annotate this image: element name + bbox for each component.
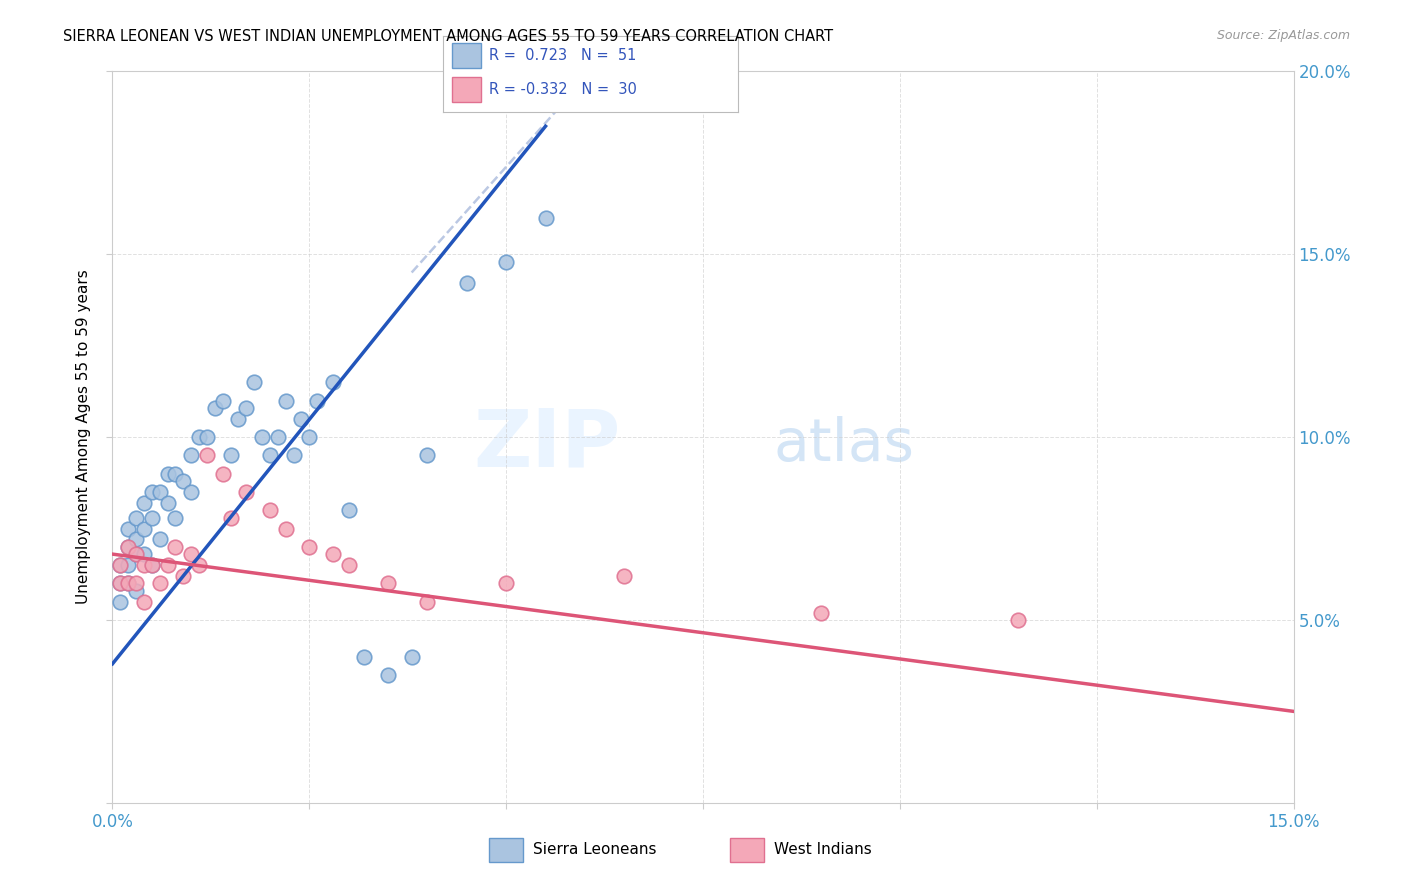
- Point: [125, 547, 148, 561]
- Point: [259, 448, 281, 462]
- Point: [290, 412, 312, 426]
- Point: [307, 393, 329, 408]
- Point: [401, 649, 423, 664]
- Text: atlas: atlas: [773, 416, 915, 473]
- Point: [125, 510, 148, 524]
- Point: [211, 467, 233, 481]
- Point: [219, 448, 242, 462]
- Bar: [451, 44, 481, 69]
- Text: Source: ZipAtlas.com: Source: ZipAtlas.com: [1216, 29, 1350, 42]
- Point: [141, 510, 163, 524]
- Point: [110, 576, 132, 591]
- Bar: [489, 838, 523, 862]
- Point: [810, 606, 832, 620]
- Point: [416, 594, 439, 608]
- Text: ZIP: ZIP: [472, 405, 620, 483]
- Point: [125, 583, 148, 598]
- Bar: [451, 78, 481, 103]
- Point: [180, 547, 202, 561]
- Point: [132, 496, 155, 510]
- Point: [377, 667, 399, 681]
- Point: [165, 540, 187, 554]
- Point: [298, 540, 321, 554]
- Point: [337, 558, 360, 573]
- Point: [141, 558, 163, 573]
- Point: [204, 401, 226, 415]
- Point: [377, 576, 399, 591]
- Point: [195, 448, 218, 462]
- Point: [132, 547, 155, 561]
- Point: [298, 430, 321, 444]
- Point: [149, 576, 172, 591]
- Point: [283, 448, 305, 462]
- Point: [495, 254, 517, 268]
- Point: [110, 558, 132, 573]
- Point: [235, 401, 257, 415]
- Point: [495, 576, 517, 591]
- Point: [125, 576, 148, 591]
- Point: [353, 649, 375, 664]
- Point: [250, 430, 273, 444]
- Text: R =  0.723   N =  51: R = 0.723 N = 51: [489, 48, 636, 63]
- Point: [337, 503, 360, 517]
- Point: [456, 277, 478, 291]
- Point: [211, 393, 233, 408]
- Text: Sierra Leoneans: Sierra Leoneans: [533, 842, 657, 857]
- Y-axis label: Unemployment Among Ages 55 to 59 years: Unemployment Among Ages 55 to 59 years: [76, 269, 91, 605]
- Point: [117, 540, 139, 554]
- Point: [156, 496, 179, 510]
- Point: [141, 485, 163, 500]
- Point: [228, 412, 250, 426]
- Point: [141, 558, 163, 573]
- Point: [117, 521, 139, 535]
- Point: [156, 467, 179, 481]
- Point: [267, 430, 290, 444]
- Point: [322, 375, 344, 389]
- Point: [172, 569, 194, 583]
- Point: [132, 558, 155, 573]
- Point: [117, 558, 139, 573]
- Point: [110, 594, 132, 608]
- Point: [149, 485, 172, 500]
- Point: [165, 467, 187, 481]
- Point: [110, 576, 132, 591]
- Point: [117, 540, 139, 554]
- Text: West Indians: West Indians: [773, 842, 872, 857]
- Point: [180, 485, 202, 500]
- Point: [322, 547, 344, 561]
- Point: [259, 503, 281, 517]
- Point: [416, 448, 439, 462]
- Text: SIERRA LEONEAN VS WEST INDIAN UNEMPLOYMENT AMONG AGES 55 TO 59 YEARS CORRELATION: SIERRA LEONEAN VS WEST INDIAN UNEMPLOYME…: [63, 29, 834, 44]
- Point: [125, 547, 148, 561]
- Point: [156, 558, 179, 573]
- Point: [172, 474, 194, 488]
- Point: [180, 448, 202, 462]
- Point: [274, 393, 297, 408]
- Point: [165, 510, 187, 524]
- Point: [274, 521, 297, 535]
- Point: [125, 533, 148, 547]
- Point: [235, 485, 257, 500]
- Text: R = -0.332   N =  30: R = -0.332 N = 30: [489, 82, 637, 97]
- Point: [132, 594, 155, 608]
- Bar: [730, 838, 765, 862]
- Point: [195, 430, 218, 444]
- Point: [243, 375, 266, 389]
- Point: [219, 510, 242, 524]
- Point: [117, 576, 139, 591]
- Point: [132, 521, 155, 535]
- Point: [1007, 613, 1029, 627]
- Point: [613, 569, 636, 583]
- Point: [188, 430, 211, 444]
- Point: [188, 558, 211, 573]
- Point: [534, 211, 557, 225]
- Point: [149, 533, 172, 547]
- Point: [110, 558, 132, 573]
- Point: [117, 576, 139, 591]
